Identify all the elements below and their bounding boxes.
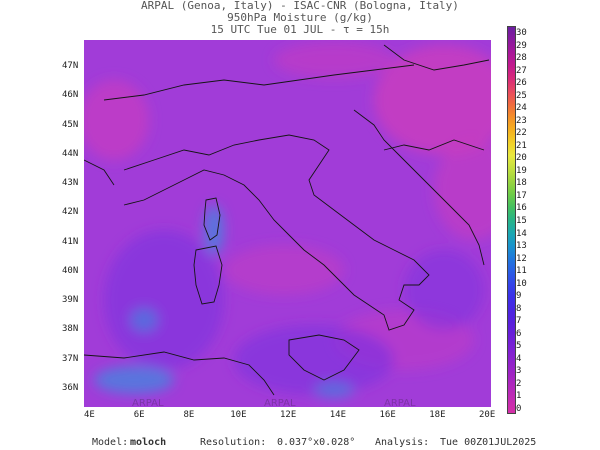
watermark-text: ARPAL	[264, 398, 296, 407]
colorbar-tick-label: 24	[516, 103, 527, 114]
colorbar-tick-label: 9	[516, 291, 522, 302]
longitude-label: 20E	[479, 410, 496, 420]
moisture-map-svg: ARPAL ARPAL ARPAL	[84, 40, 491, 407]
colorbar-tick-label: 8	[516, 303, 522, 314]
colorbar-tick-label: 19	[516, 165, 527, 176]
colorbar	[507, 26, 516, 414]
watermark-text: ARPAL	[384, 398, 416, 407]
longitude-label: 16E	[379, 410, 396, 420]
latitude-label: 44N	[62, 148, 79, 159]
colorbar-tick-label: 25	[516, 90, 527, 101]
latitude-label: 46N	[62, 90, 79, 101]
colorbar-tick-label: 3	[516, 366, 522, 377]
colorbar-tick-label: 14	[516, 228, 527, 239]
colorbar-tick-label: 4	[516, 353, 522, 364]
analysis-value: Tue 00Z01JUL2025	[440, 437, 537, 448]
colorbar-tick-label: 13	[516, 241, 527, 252]
colorbar-tick-label: 26	[516, 78, 527, 89]
latitude-label: 47N	[62, 61, 79, 71]
longitude-label: 10E	[230, 410, 247, 420]
analysis-label: Analysis:	[375, 437, 430, 448]
longitude-label: 6E	[133, 410, 145, 420]
longitude-label: 14E	[329, 410, 347, 420]
latitude-label: 42N	[62, 207, 79, 218]
colorbar-tick-label: 30	[516, 28, 527, 38]
longitude-label: 4E	[84, 410, 95, 420]
colorbar-tick-label: 5	[516, 341, 522, 352]
longitude-label: 18E	[429, 410, 446, 420]
colorbar-tick-label: 7	[516, 316, 522, 327]
colorbar-tick-label: 18	[516, 178, 527, 189]
header-line-time: 15 UTC Tue 01 JUL - τ = 15h	[210, 23, 390, 36]
header-line-source: ARPAL (Genoa, Italy) - ISAC-CNR (Bologna…	[141, 0, 459, 12]
colorbar-tick-label: 22	[516, 128, 527, 139]
latitude-label: 36N	[62, 383, 79, 393]
latitude-label: 37N	[62, 353, 79, 364]
coastlines	[84, 44, 490, 396]
colorbar-tick-label: 21	[516, 140, 527, 151]
colorbar-tick-label: 23	[516, 115, 527, 126]
colorbar-tick-label: 16	[516, 203, 527, 214]
colorbar-tick-label: 12	[516, 253, 527, 264]
latitude-label: 39N	[62, 295, 79, 306]
colorbar-tick-label: 20	[516, 153, 527, 164]
colorbar-tick-label: 6	[516, 328, 522, 339]
colorbar-tick-label: 2	[516, 378, 522, 389]
longitude-label: 12E	[280, 410, 297, 420]
latitude-label: 41N	[62, 236, 79, 247]
longitude-label: 8E	[183, 410, 195, 420]
colorbar-tick-label: 11	[516, 266, 527, 277]
resolution-value: 0.037°x0.028°	[277, 437, 356, 448]
model-value: moloch	[130, 437, 167, 448]
colorbar-tick-label: 17	[516, 190, 527, 201]
latitude-label: 43N	[62, 178, 79, 189]
colorbar-tick-label: 1	[516, 391, 522, 402]
latitude-label: 40N	[62, 265, 79, 276]
header-line-variable: 950hPa Moisture (g/kg)	[227, 11, 373, 24]
colorbar-tick-label: 29	[516, 40, 527, 51]
latitude-label: 38N	[62, 324, 79, 335]
model-label: Model:	[92, 437, 129, 448]
resolution-label: Resolution:	[200, 437, 267, 448]
colorbar-tick-label: 27	[516, 65, 527, 76]
latitude-label: 45N	[62, 119, 79, 130]
colorbar-tick-label: 28	[516, 53, 527, 64]
colorbar-tick-label: 0	[516, 404, 522, 414]
watermark-text: ARPAL	[132, 398, 164, 407]
colorbar-tick-label: 15	[516, 216, 527, 226]
colorbar-tick-label: 10	[516, 278, 527, 289]
moisture-map: ARPAL ARPAL ARPAL	[84, 40, 491, 407]
